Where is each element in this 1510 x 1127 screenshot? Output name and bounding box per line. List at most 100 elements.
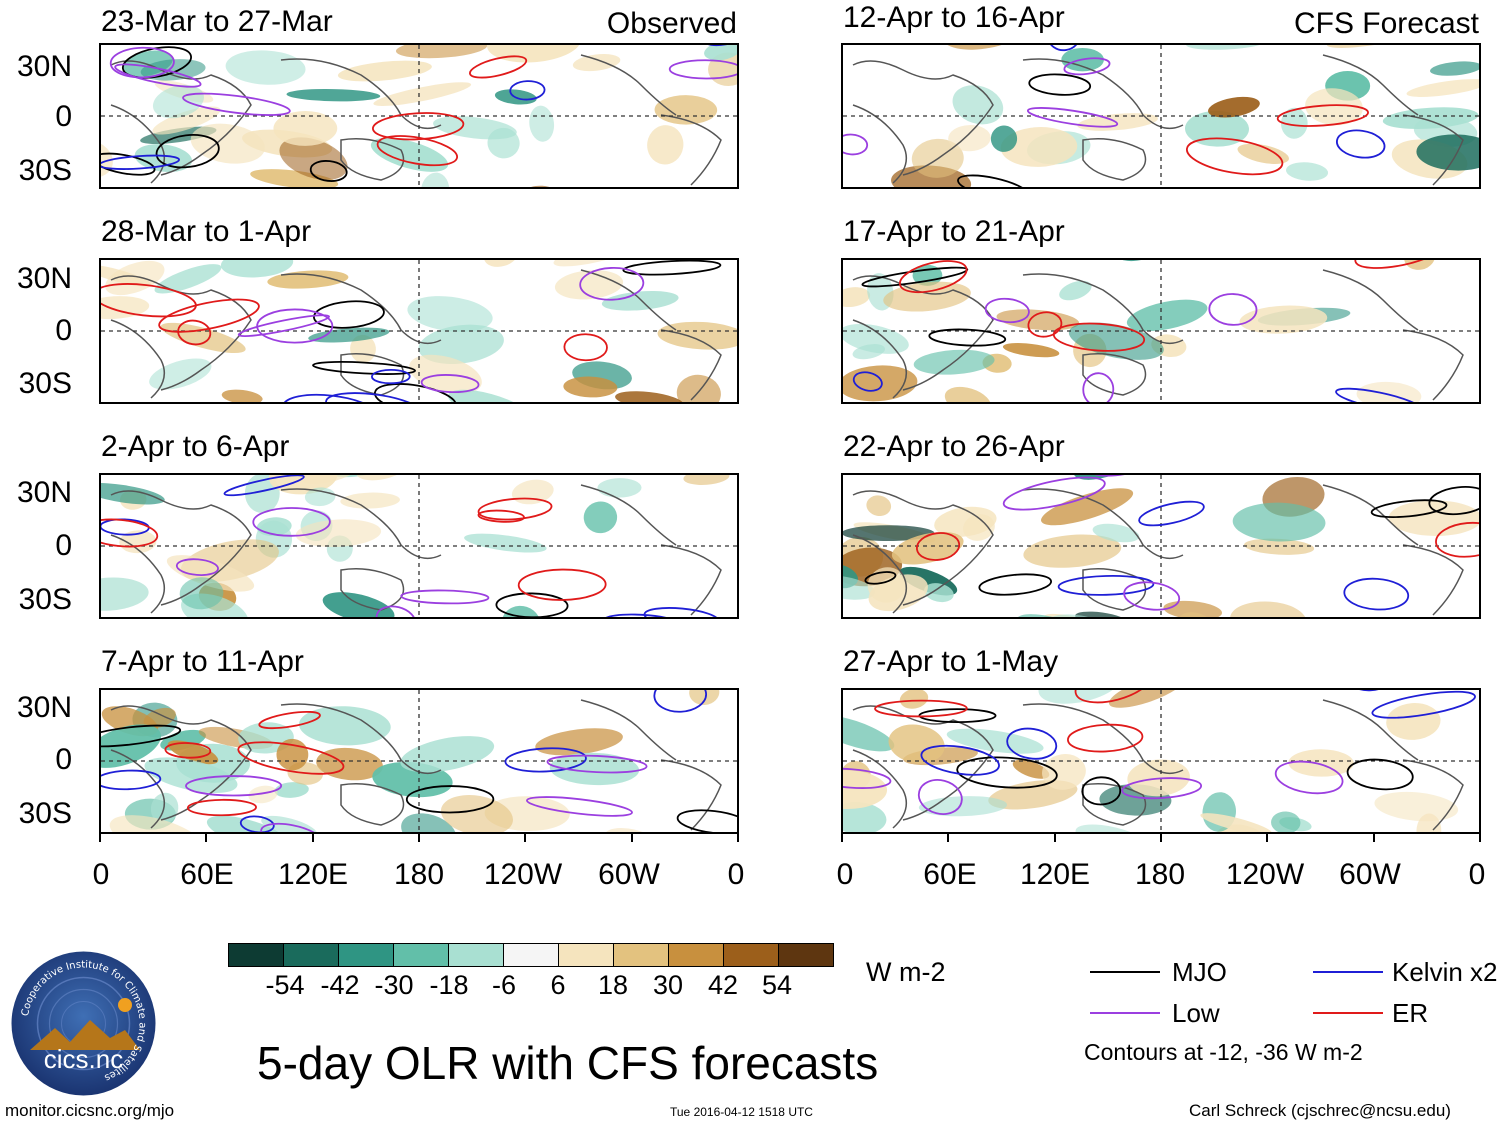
coastline bbox=[1082, 138, 1147, 181]
olr-anomaly-blob bbox=[433, 116, 517, 140]
colorbar-swatch bbox=[614, 944, 669, 966]
colorbar-swatch bbox=[779, 944, 833, 966]
low-contour bbox=[526, 796, 633, 817]
coastline bbox=[660, 544, 722, 616]
coastline bbox=[580, 484, 677, 546]
coastline bbox=[1082, 783, 1147, 826]
logo-text: cics.nc bbox=[44, 1044, 123, 1074]
coastline bbox=[110, 319, 166, 399]
low-contour bbox=[109, 46, 175, 79]
colorbar bbox=[228, 943, 834, 967]
kelvin-contour bbox=[1371, 690, 1476, 719]
kelvin-contour bbox=[1057, 575, 1155, 596]
olr-anomaly-blob bbox=[891, 531, 964, 565]
legend-line-mjo bbox=[1090, 971, 1160, 973]
er-contour bbox=[477, 497, 553, 521]
er-contour bbox=[1276, 104, 1369, 127]
olr-anomaly-blob bbox=[373, 82, 472, 106]
olr-anomaly-blob bbox=[647, 125, 684, 165]
olr-anomaly-blob bbox=[1059, 280, 1092, 301]
panel-title: 28-Mar to 1-Apr bbox=[101, 215, 312, 248]
low-contour bbox=[917, 779, 963, 815]
x-tick-label: 0 bbox=[92, 858, 110, 891]
olr-anomaly-blob bbox=[1230, 601, 1307, 617]
kelvin-contour bbox=[101, 769, 162, 791]
low-contour bbox=[1026, 107, 1119, 128]
x-tick-label: 120E bbox=[277, 858, 349, 891]
coastline bbox=[1322, 699, 1419, 761]
panel-title: 7-Apr to 11-Apr bbox=[101, 645, 304, 678]
olr-anomaly-blob bbox=[501, 605, 541, 617]
low-contour bbox=[1002, 476, 1106, 511]
x-tick-label: 60E bbox=[923, 858, 977, 891]
legend-label: MJO bbox=[1172, 957, 1227, 987]
y-tick-label: 30S bbox=[18, 583, 72, 616]
olr-anomaly-blob bbox=[1326, 45, 1422, 48]
olr-anomaly-blob bbox=[400, 736, 495, 773]
mjo-contour bbox=[495, 592, 569, 617]
panel-title: 23-Mar to 27-Mar bbox=[101, 5, 333, 38]
olr-anomaly-blob bbox=[355, 475, 410, 481]
mjo-contour bbox=[957, 174, 1031, 187]
coastline bbox=[1402, 329, 1464, 401]
kelvin-contour bbox=[101, 154, 180, 170]
kelvin-contour bbox=[653, 690, 708, 713]
colorbar-tick: 30 bbox=[652, 970, 684, 1000]
x-tick-label: 0 bbox=[1468, 858, 1486, 891]
low-contour bbox=[1063, 57, 1111, 76]
olr-anomaly-blob bbox=[1430, 61, 1479, 76]
olr-anomaly-blob bbox=[295, 519, 382, 548]
coastline bbox=[852, 104, 908, 184]
olr-anomaly-blob bbox=[134, 144, 193, 172]
x-tick-mark bbox=[841, 834, 843, 842]
coastline bbox=[340, 138, 405, 181]
x-tick-label: 0 bbox=[727, 858, 745, 891]
x-tick-mark bbox=[631, 834, 633, 842]
olr-anomaly-blob bbox=[843, 714, 895, 752]
er-contour bbox=[101, 283, 197, 318]
chart-title: 5-day OLR with CFS forecasts bbox=[257, 1037, 879, 1089]
coastline bbox=[1082, 353, 1147, 396]
olr-anomaly-blob bbox=[154, 264, 222, 294]
olr-anomaly-blob bbox=[843, 801, 887, 832]
x-tick-label: 0 bbox=[836, 858, 854, 891]
coastline bbox=[852, 749, 908, 829]
panel-title: 27-Apr to 1-May bbox=[843, 645, 1059, 678]
kelvin-contour bbox=[504, 747, 587, 773]
x-tick-label: 60W bbox=[598, 858, 660, 891]
map-panel-observed-3 bbox=[99, 473, 739, 619]
colorbar-tick: 42 bbox=[707, 970, 739, 1000]
low-contour bbox=[237, 314, 330, 338]
olr-anomaly-blob bbox=[206, 815, 288, 832]
colorbar-swatch bbox=[504, 944, 559, 966]
x-ticks-left bbox=[99, 834, 739, 844]
olr-anomaly-blob bbox=[273, 111, 338, 146]
footer-url: monitor.cicsnc.org/mjo bbox=[5, 1101, 175, 1120]
map-panel-forecast-2 bbox=[841, 258, 1481, 404]
olr-anomaly-blob bbox=[899, 690, 929, 709]
map-panel-forecast-3 bbox=[841, 473, 1481, 619]
olr-anomaly-blob bbox=[248, 785, 278, 804]
x-ticks-right bbox=[841, 834, 1481, 844]
olr-anomaly-blob bbox=[1416, 813, 1442, 832]
er-contour bbox=[177, 319, 212, 346]
y-tick-label: 30S bbox=[18, 154, 72, 187]
olr-anomaly-blob bbox=[529, 105, 555, 142]
olr-anomaly-blob bbox=[883, 281, 971, 312]
olr-anomaly-blob bbox=[1186, 45, 1267, 50]
er-contour bbox=[186, 798, 257, 817]
legend-label: Low bbox=[1172, 998, 1220, 1028]
olr-anomaly-blob bbox=[1239, 305, 1328, 334]
er-contour bbox=[164, 742, 212, 759]
kelvin-contour bbox=[223, 475, 305, 497]
mjo-contour bbox=[676, 809, 737, 832]
y-tick-label: 30S bbox=[18, 797, 72, 830]
olr-anomaly-blob bbox=[101, 139, 113, 178]
low-contour bbox=[843, 133, 869, 156]
coastline bbox=[110, 749, 166, 829]
olr-anomaly-blob bbox=[101, 724, 162, 768]
colorbar-tick: -54 bbox=[265, 970, 305, 1000]
olr-anomaly-blob bbox=[940, 45, 1033, 50]
olr-anomaly-blob bbox=[144, 757, 238, 794]
olr-anomaly-blob bbox=[524, 185, 560, 187]
